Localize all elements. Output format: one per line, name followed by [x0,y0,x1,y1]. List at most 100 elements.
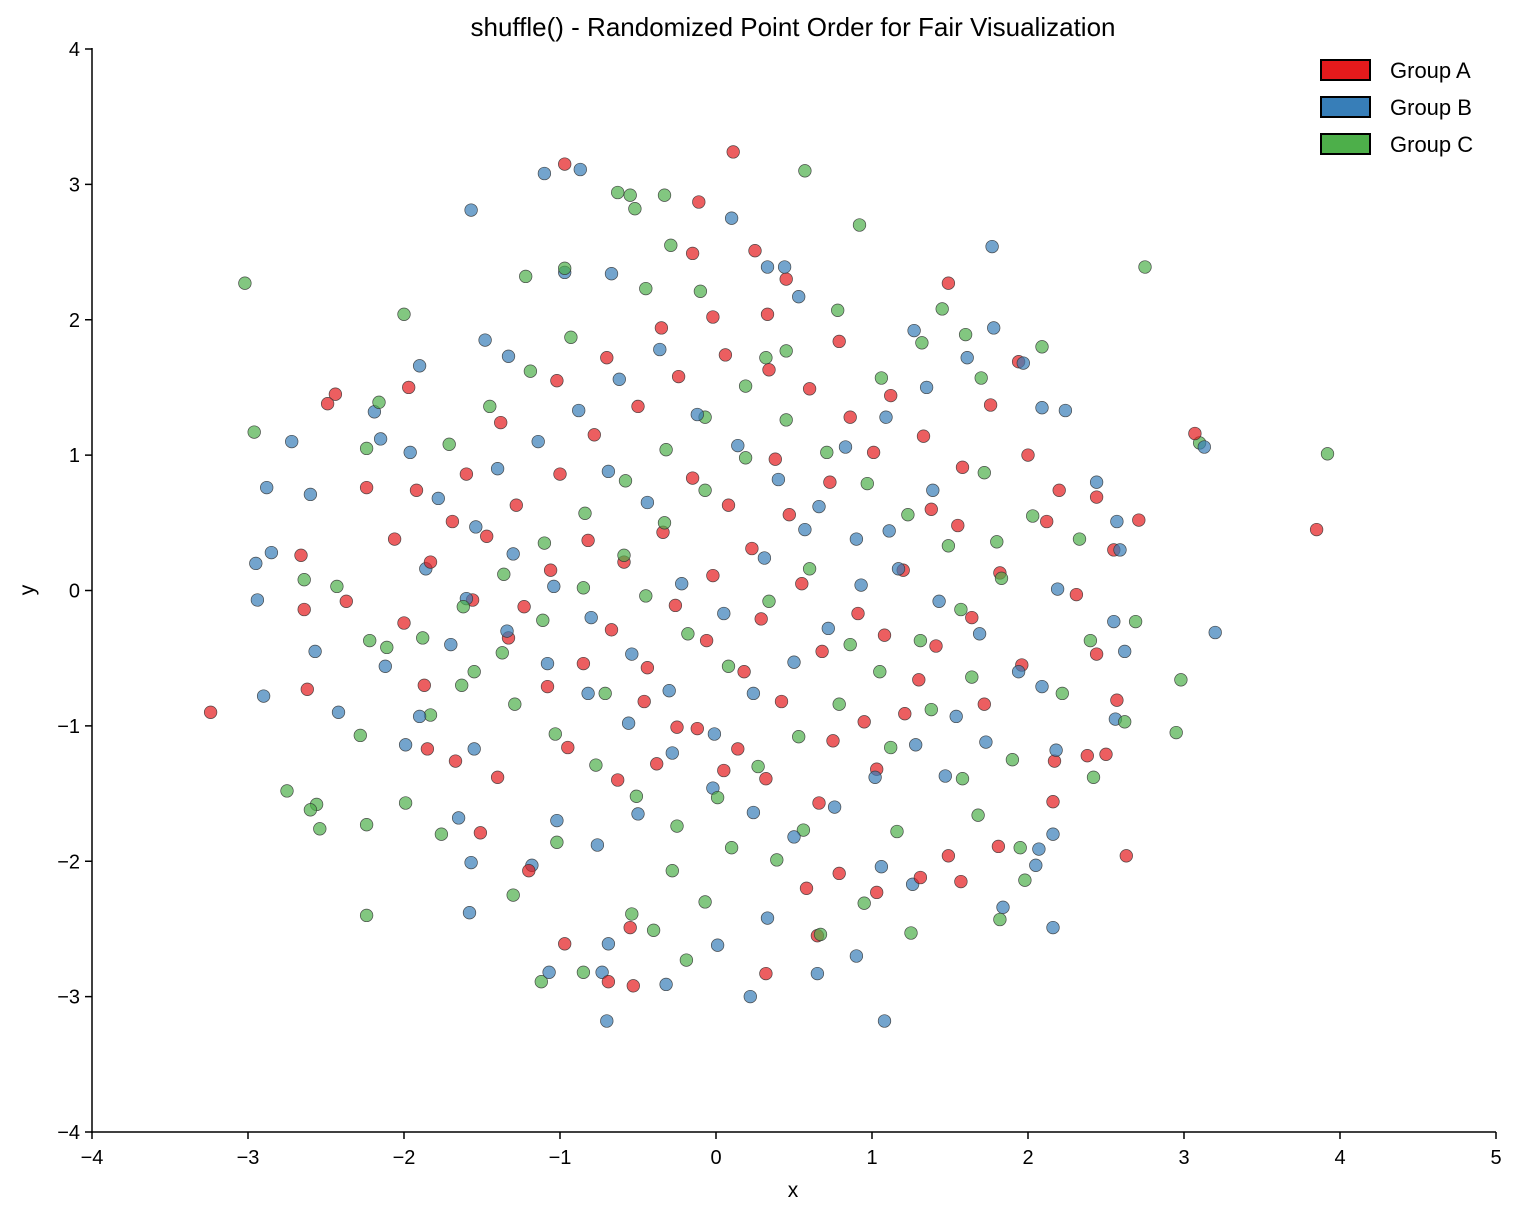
data-point-group-a [898,707,912,721]
data-point-group-b [926,483,940,497]
data-point-group-a [762,363,776,377]
data-point-group-b [601,937,616,951]
data-point-group-c [884,740,898,755]
data-point-group-b [874,860,889,874]
data-point-group-a [604,623,619,637]
data-point-group-b [879,410,893,424]
data-point-group-c [994,571,1009,585]
data-point-group-a [473,826,488,840]
data-point-group-c [802,562,817,576]
data-point-group-a [913,870,928,885]
x-ticks: −4 −3 −2 −1 0 1 2 3 4 5 [81,1132,1502,1169]
y-axis-title: y [16,584,39,595]
data-point-group-a [623,920,637,935]
data-point-group-b [373,432,388,446]
data-point-group-c [1072,532,1087,546]
data-point-group-c [924,702,938,717]
data-point-group-c [280,784,294,798]
data-point-group-a [1069,587,1084,602]
data-point-group-a [685,246,700,261]
data-point-group-b [1049,743,1063,757]
data-point-group-b [1118,644,1132,659]
data-point-group-c [792,730,806,744]
data-point-group-b [631,807,645,821]
data-point-group-a [759,772,773,786]
x-tick-label: 5 [1490,1147,1501,1169]
data-point-group-a [600,351,614,365]
data-point-group-c [330,579,344,594]
data-point-group-a [320,397,335,411]
data-point-group-b [444,637,458,652]
data-point-group-a [826,734,840,748]
y-tick-label: 2 [69,310,80,332]
data-point-group-b [464,855,478,870]
data-point-group-c [779,344,793,358]
data-point-group-a [581,533,595,548]
data-point-group-b [1050,582,1065,596]
data-point-group-a [954,874,968,889]
data-point-group-c [628,202,642,216]
data-point-group-b [972,627,987,641]
data-point-group-b [787,655,801,669]
data-point-group-a [494,415,508,430]
data-point-group-b [1110,514,1124,529]
data-point-group-b [665,746,679,760]
data-point-group-c [483,399,497,414]
data-point-group-b [827,800,842,814]
data-point-group-a [670,720,684,734]
data-point-group-c [724,841,739,855]
data-point-group-c [860,476,874,491]
data-point-group-b [506,547,520,561]
data-point-group-c [611,185,625,200]
data-point-group-c [297,573,311,587]
data-point-group-b [960,351,974,365]
data-point-group-b [581,686,595,701]
data-point-group-b [907,323,921,338]
data-point-group-c [1005,753,1020,767]
data-point-group-b [264,545,279,560]
data-point-group-b [547,579,561,594]
data-point-group-c [506,888,520,902]
data-point-group-c [681,627,695,641]
data-point-group-a [916,429,931,443]
data-point-group-c [913,633,928,648]
data-point-group-a [941,849,956,863]
data-point-group-c [843,637,857,652]
data-point-group-a [924,502,938,516]
data-point-group-c [629,789,644,803]
data-point-group-a [812,796,826,810]
data-point-group-a [402,380,416,395]
data-point-group-c [738,379,753,393]
data-point-group-b [868,770,882,784]
data-point-group-b [1032,842,1046,856]
legend-label: Group B [1390,95,1472,120]
data-point-group-a [731,742,745,756]
data-point-group-c [372,395,386,409]
y-tick-label: 4 [69,39,80,61]
data-point-group-b [1011,665,1026,679]
data-point-group-b [746,686,761,701]
data-point-group-c [941,539,956,553]
data-point-group-b [478,333,492,347]
data-point-group-a [706,310,720,324]
data-point-group-b [1058,403,1073,418]
data-point-group-b [938,769,952,783]
data-point-group-a [866,445,881,460]
data-point-group-b [724,211,739,225]
x-tick-label: 3 [1178,1147,1189,1169]
data-point-group-a [626,979,640,993]
data-point-group-c [1013,841,1027,855]
data-point-group-a [417,678,431,692]
data-point-group-b [771,472,786,487]
data-point-group-c [1018,873,1032,887]
data-point-group-a [941,276,956,290]
data-point-group-b [303,487,318,502]
data-point-group-c [442,437,456,451]
data-point-group-b [573,162,587,177]
legend-swatch [1320,59,1371,81]
data-point-group-b [849,532,864,546]
data-point-group-a [685,471,700,485]
data-point-group-b [1107,614,1121,629]
data-point-group-b [1197,440,1211,454]
